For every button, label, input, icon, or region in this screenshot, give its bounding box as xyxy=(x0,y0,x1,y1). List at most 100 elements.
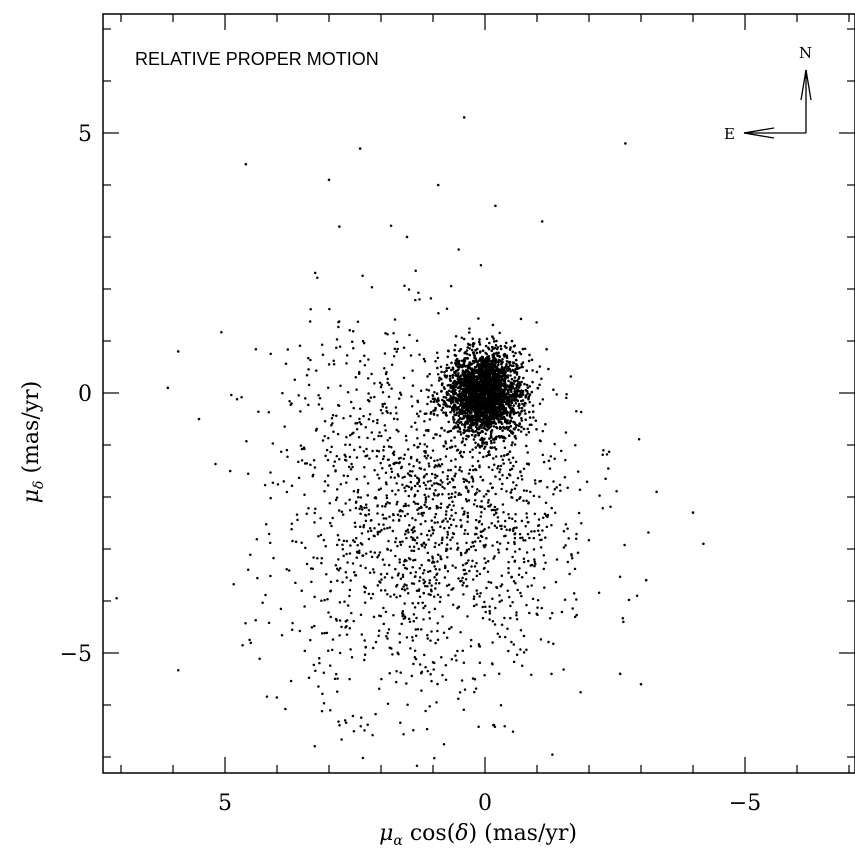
data-point xyxy=(463,568,467,572)
data-point xyxy=(513,398,516,401)
data-point xyxy=(475,505,479,508)
data-point xyxy=(340,738,343,741)
data-point xyxy=(585,480,589,484)
data-point xyxy=(426,637,429,640)
data-point xyxy=(458,451,462,455)
data-point xyxy=(379,487,383,490)
data-point xyxy=(367,417,371,421)
data-point xyxy=(364,514,368,517)
data-point xyxy=(505,363,508,366)
data-point xyxy=(484,610,487,614)
data-point xyxy=(471,677,475,680)
data-point xyxy=(438,376,441,380)
data-point xyxy=(357,435,361,439)
data-point xyxy=(474,446,478,449)
data-point xyxy=(343,600,346,603)
data-point xyxy=(315,369,318,372)
data-point xyxy=(510,640,513,644)
data-point xyxy=(337,404,341,408)
data-point xyxy=(499,415,502,418)
data-point xyxy=(394,537,398,540)
data-point xyxy=(378,580,381,583)
data-point xyxy=(454,335,458,338)
data-point xyxy=(472,595,476,598)
data-point xyxy=(514,411,518,415)
data-point xyxy=(475,417,479,420)
data-point xyxy=(473,378,477,381)
data-point xyxy=(425,472,428,476)
data-point xyxy=(500,599,503,602)
data-point xyxy=(498,421,501,424)
data-point xyxy=(520,409,524,412)
data-point xyxy=(430,519,433,522)
data-point xyxy=(358,360,362,363)
data-point xyxy=(503,380,506,384)
data-point xyxy=(393,347,397,351)
data-point xyxy=(405,235,409,239)
data-point xyxy=(422,511,426,515)
data-point xyxy=(481,605,484,609)
data-point xyxy=(516,367,519,370)
data-point xyxy=(408,462,411,466)
data-point xyxy=(537,524,541,527)
data-point xyxy=(558,483,562,487)
data-point xyxy=(472,544,475,548)
data-point xyxy=(436,465,439,468)
data-point xyxy=(492,417,496,421)
data-point xyxy=(355,550,359,554)
data-point xyxy=(354,525,357,528)
data-point xyxy=(521,347,525,351)
data-point xyxy=(514,358,518,362)
data-point xyxy=(441,615,444,618)
data-point xyxy=(452,406,456,410)
data-point xyxy=(380,677,383,681)
data-point xyxy=(434,406,437,410)
data-point xyxy=(522,467,526,470)
data-point xyxy=(507,473,511,476)
data-point xyxy=(329,709,332,712)
data-point xyxy=(464,422,467,426)
data-point xyxy=(506,384,509,387)
data-point xyxy=(486,385,490,389)
data-point xyxy=(374,712,377,716)
data-point xyxy=(466,532,470,536)
data-point xyxy=(515,613,518,617)
data-point xyxy=(464,497,468,501)
data-point xyxy=(483,673,486,677)
data-point xyxy=(491,396,494,400)
data-point xyxy=(457,372,460,375)
data-point xyxy=(445,510,448,513)
data-point xyxy=(451,397,455,401)
data-point xyxy=(372,615,376,619)
data-point xyxy=(418,566,422,570)
data-point xyxy=(298,629,302,633)
data-point xyxy=(446,405,449,408)
data-point xyxy=(468,403,471,406)
data-point xyxy=(352,619,355,623)
data-point xyxy=(431,555,434,558)
data-point xyxy=(511,368,514,372)
data-point xyxy=(477,725,480,729)
data-point xyxy=(519,391,522,395)
data-point xyxy=(416,489,420,493)
data-point xyxy=(470,565,473,568)
data-point xyxy=(455,422,458,425)
data-point xyxy=(539,638,543,641)
data-point xyxy=(381,513,385,516)
data-point xyxy=(440,463,444,466)
data-point xyxy=(511,730,515,733)
data-point xyxy=(480,402,484,405)
data-point xyxy=(495,347,499,351)
data-point xyxy=(370,431,374,434)
data-point xyxy=(342,474,346,477)
data-point xyxy=(484,351,487,355)
data-point xyxy=(499,344,503,348)
data-point xyxy=(461,583,464,587)
data-point xyxy=(525,499,528,502)
data-point xyxy=(474,398,477,402)
data-point xyxy=(462,661,466,665)
data-point xyxy=(396,500,399,504)
data-point xyxy=(349,467,353,471)
data-point xyxy=(412,549,416,553)
data-point xyxy=(507,458,511,461)
